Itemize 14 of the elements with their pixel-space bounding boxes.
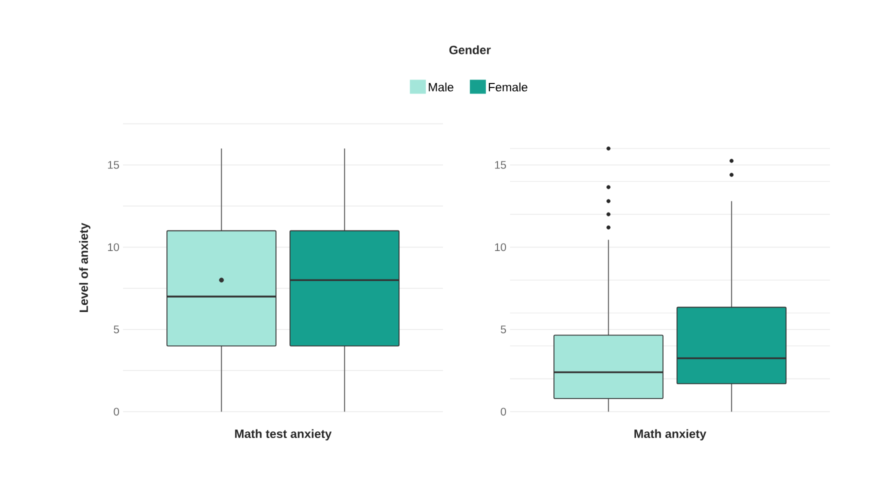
y-tick-label: 10: [495, 243, 506, 252]
legend-label: Female: [488, 82, 528, 92]
y-tick-label: 15: [108, 161, 119, 169]
y-tick-label: 0: [114, 408, 120, 416]
x-axis-title: Math anxiety: [634, 429, 706, 440]
y-axis-title: Level of anxiety: [79, 222, 90, 312]
y-tick-label: 10: [108, 243, 120, 252]
y-tick-label: 5: [114, 326, 119, 334]
y-tick-label: 0: [500, 408, 506, 416]
y-tick-label: 5: [500, 326, 506, 334]
x-axis-title: Math test anxiety: [235, 429, 332, 440]
legend-label: Male: [428, 82, 454, 92]
legend-title: Gender: [449, 45, 491, 54]
y-tick-label: 15: [495, 161, 506, 169]
